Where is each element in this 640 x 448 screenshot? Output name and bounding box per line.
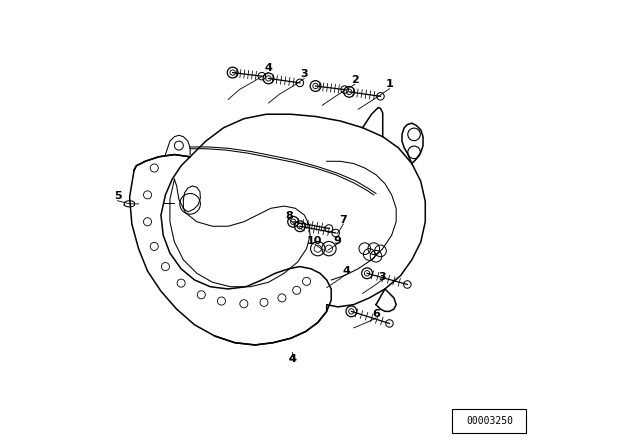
Text: 5: 5 <box>114 191 122 201</box>
Text: 8: 8 <box>285 211 293 221</box>
Text: 4: 4 <box>288 354 296 364</box>
Text: 4: 4 <box>264 63 273 73</box>
Text: 7: 7 <box>339 215 347 225</box>
Text: 00003250: 00003250 <box>467 416 514 426</box>
Text: 3: 3 <box>301 69 308 79</box>
Text: 3: 3 <box>378 272 386 282</box>
Text: 2: 2 <box>351 75 359 85</box>
Text: 4: 4 <box>342 266 350 276</box>
Text: 4: 4 <box>288 354 296 364</box>
Text: 10: 10 <box>307 236 323 246</box>
Text: 6: 6 <box>372 310 380 319</box>
Text: 1: 1 <box>385 79 394 89</box>
Text: 9: 9 <box>333 236 341 246</box>
